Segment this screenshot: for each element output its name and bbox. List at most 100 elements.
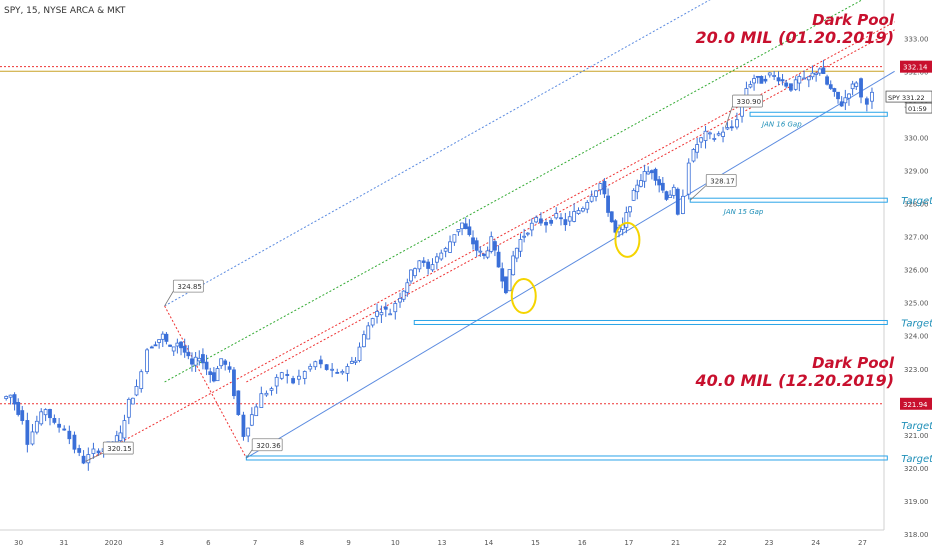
candle xyxy=(383,302,388,317)
x-tick-label: 9 xyxy=(346,539,350,547)
candle-body xyxy=(349,360,354,364)
candle-body xyxy=(522,235,527,238)
candle xyxy=(57,417,62,433)
candle xyxy=(825,74,829,86)
candle xyxy=(139,369,144,393)
candle-body xyxy=(77,448,82,453)
candle xyxy=(443,246,448,258)
candle-body xyxy=(653,168,658,181)
candle-body xyxy=(190,358,194,365)
candle-body xyxy=(383,306,388,310)
candle-body xyxy=(496,251,501,268)
candle-body xyxy=(324,364,329,370)
candle xyxy=(671,184,676,199)
candle xyxy=(712,133,717,142)
candle xyxy=(518,233,523,257)
candle-body xyxy=(525,232,530,235)
y-tick-label: 320.00 xyxy=(904,465,929,473)
candle-body xyxy=(179,341,183,349)
y-tick-label: 330.00 xyxy=(904,134,929,142)
candle-body xyxy=(748,84,753,88)
candle xyxy=(806,76,811,88)
candle xyxy=(145,347,149,375)
candle-body xyxy=(559,217,563,220)
candle-body xyxy=(193,356,198,366)
callout-label: 324.85 xyxy=(177,283,202,291)
candle xyxy=(96,448,101,456)
candle xyxy=(514,247,519,263)
candle xyxy=(340,369,345,375)
x-tick-label: 3 xyxy=(159,539,163,547)
candle-body xyxy=(43,409,48,416)
callout-pointer xyxy=(724,105,733,128)
dark-pool-title: Dark Pool xyxy=(812,354,894,372)
candle xyxy=(291,375,295,385)
target-level: Target 1 xyxy=(689,196,932,207)
candle xyxy=(285,369,290,384)
candle xyxy=(628,205,632,218)
candle xyxy=(379,305,384,323)
candle-body xyxy=(186,352,191,357)
x-tick-label: 13 xyxy=(438,539,447,547)
candle-body xyxy=(182,345,187,353)
candle xyxy=(134,379,139,397)
candle xyxy=(784,79,789,89)
candle xyxy=(223,359,228,371)
x-tick-label: 14 xyxy=(484,539,493,547)
highlight-ellipse xyxy=(510,278,537,315)
badge-background xyxy=(900,60,932,73)
candle-body xyxy=(836,91,840,100)
callout-label: 320.36 xyxy=(256,442,281,450)
x-tick-label: 24 xyxy=(811,539,820,547)
candle-body xyxy=(96,450,101,454)
candle-body xyxy=(681,195,685,214)
candle xyxy=(695,137,700,159)
candle-body xyxy=(8,394,13,398)
candle xyxy=(797,74,802,92)
candle xyxy=(691,148,696,163)
candle xyxy=(349,356,354,364)
candle xyxy=(249,407,254,427)
candle-body xyxy=(20,410,25,421)
candle-body xyxy=(52,418,57,423)
candle xyxy=(405,278,410,297)
candle xyxy=(86,447,91,471)
dark-pool-size: 20.0 MIL (01.20.2019) xyxy=(695,28,894,47)
callout-label: 330.90 xyxy=(737,98,762,106)
x-tick-label: 6 xyxy=(206,539,211,547)
target-level: JAN 16 Gap xyxy=(749,111,888,128)
candle-body xyxy=(405,282,410,293)
candle xyxy=(448,235,452,253)
callout-box xyxy=(102,441,134,455)
candle xyxy=(434,253,439,270)
candle xyxy=(149,345,154,349)
candle-body xyxy=(503,276,508,294)
y-tick-label: 324.00 xyxy=(904,333,929,341)
candle-body xyxy=(594,190,598,197)
candle-body xyxy=(631,189,636,201)
x-tick-label: 27 xyxy=(858,539,867,547)
candle-body xyxy=(668,194,673,198)
candle xyxy=(43,408,48,422)
candle-body xyxy=(297,375,301,380)
candle-body xyxy=(264,392,269,396)
candle-body xyxy=(227,366,232,370)
candle xyxy=(500,262,505,289)
candle xyxy=(810,65,815,80)
callout-label: 328.17 xyxy=(710,177,735,185)
candle-body xyxy=(67,430,72,440)
candle xyxy=(25,412,30,453)
candle xyxy=(197,350,202,366)
candle-body xyxy=(72,434,77,450)
dark-pool-annotation-lower: Dark Pool 40.0 MIL (12.20.2019) xyxy=(695,355,894,390)
axis-price-badge: 321.94 xyxy=(900,397,932,410)
candle-body xyxy=(345,366,350,374)
candle xyxy=(67,425,72,445)
candle-body xyxy=(357,346,362,361)
candle-body xyxy=(703,130,708,141)
candle xyxy=(413,267,417,279)
candle xyxy=(657,176,662,193)
candle-body xyxy=(340,371,345,374)
pivot-line xyxy=(164,305,247,459)
